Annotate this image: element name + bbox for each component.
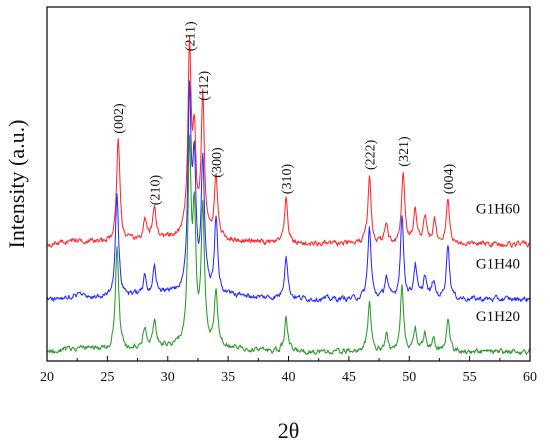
series-line-g1h20 bbox=[46, 134, 531, 355]
series-traces bbox=[46, 35, 531, 355]
peak-label: (002) bbox=[112, 103, 127, 134]
x-tick-label: 55 bbox=[463, 370, 477, 385]
peak-label: (112) bbox=[197, 71, 212, 101]
x-tick-label: 40 bbox=[282, 370, 296, 385]
x-tick-label: 20 bbox=[40, 370, 54, 385]
peak-label: (210) bbox=[149, 175, 164, 206]
peak-annotations: (002) (210) (211) (112) (300) (310) (222) (321)… bbox=[112, 21, 457, 205]
peak-label: (300) bbox=[210, 147, 225, 178]
x-tick-label: 30 bbox=[161, 370, 175, 385]
series-line-g1h60 bbox=[46, 35, 531, 248]
x-tick-label: 35 bbox=[221, 370, 235, 385]
y-axis-title: Intensity (a.u.) bbox=[4, 120, 29, 249]
series-labels: G1H60 G1H40 G1H20 bbox=[476, 201, 520, 325]
series-label: G1H40 bbox=[476, 256, 520, 272]
x-tick-label: 25 bbox=[100, 370, 114, 385]
x-tick-label: 50 bbox=[402, 370, 416, 385]
x-tick-label: 60 bbox=[523, 370, 537, 385]
x-axis-title: 2θ bbox=[278, 418, 300, 443]
peak-label: (004) bbox=[442, 164, 457, 195]
series-label: G1H20 bbox=[476, 309, 520, 325]
peak-label: (211) bbox=[184, 21, 199, 51]
peak-label: (321) bbox=[397, 136, 412, 167]
x-axis-ticks: 20 25 30 35 40 45 50 55 60 bbox=[40, 356, 537, 385]
peak-label: (222) bbox=[363, 139, 378, 170]
peak-label: (310) bbox=[280, 164, 295, 195]
series-label: G1H60 bbox=[476, 201, 520, 217]
x-tick-label: 45 bbox=[342, 370, 356, 385]
series-line-g1h40 bbox=[46, 80, 531, 303]
